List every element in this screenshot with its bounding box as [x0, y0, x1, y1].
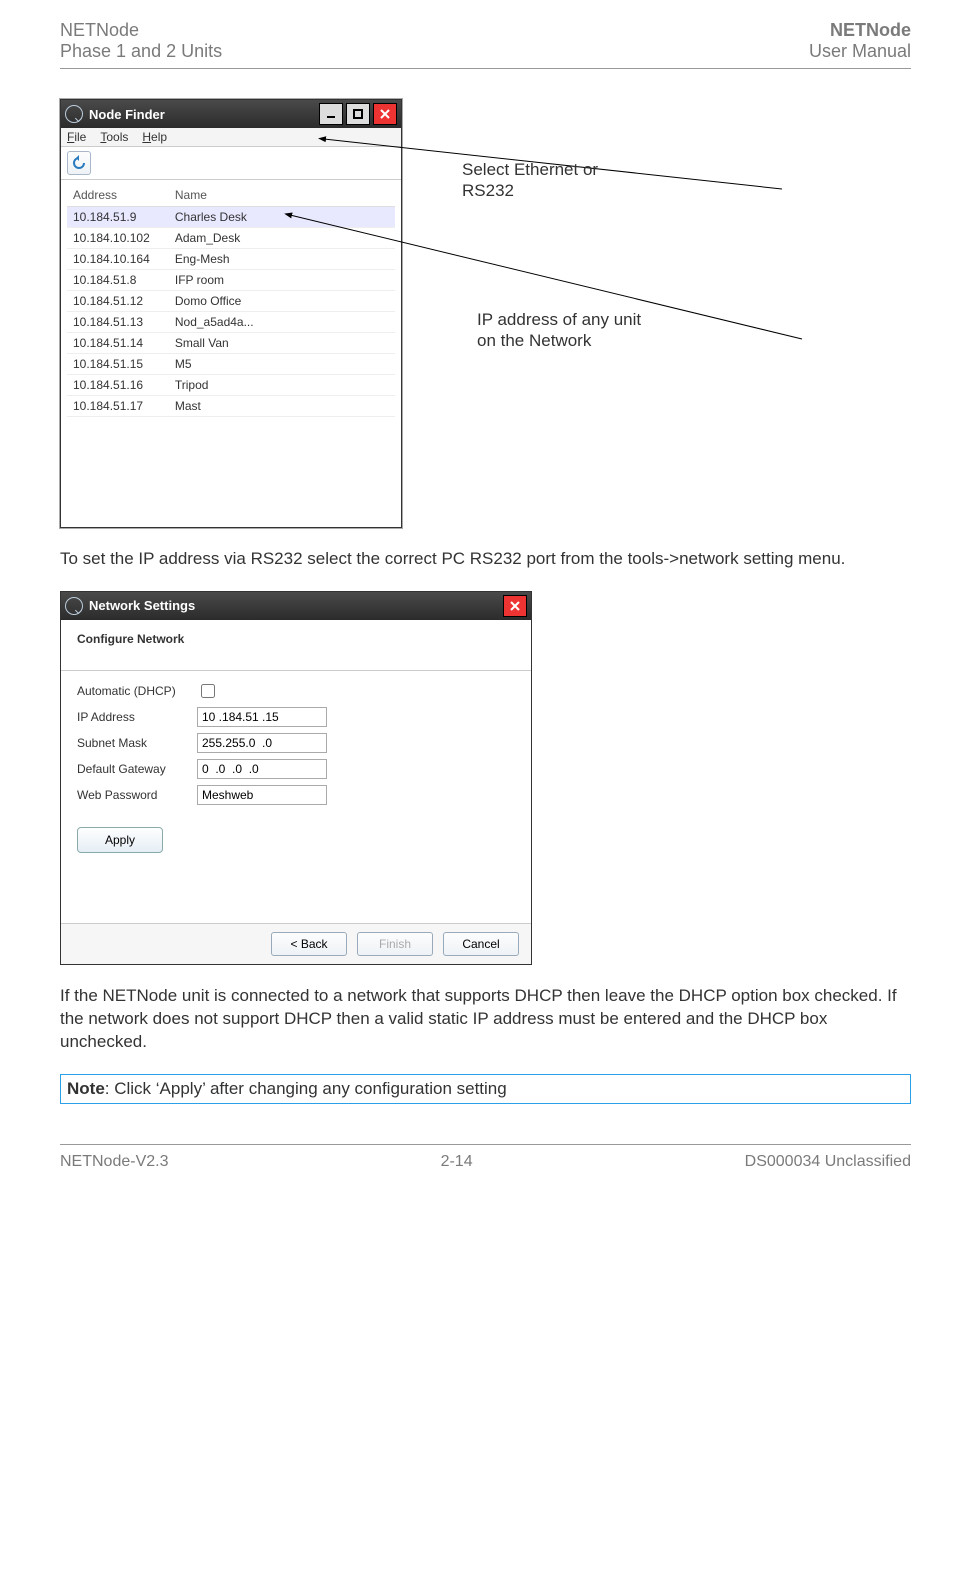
table-row[interactable]: 10.184.51.9Charles Desk [67, 207, 395, 228]
label-gateway: Default Gateway [77, 762, 189, 776]
node-finder-window: Node Finder File Tools Help [60, 99, 402, 528]
page-footer: NETNode-V2.3 2-14 DS000034 Unclassified [60, 1144, 911, 1171]
toolbar [61, 147, 401, 180]
cell-name: Tripod [169, 375, 273, 396]
table-row[interactable]: 10.184.51.13Nod_a5ad4a... [67, 312, 395, 333]
menu-help[interactable]: Help [142, 130, 167, 144]
table-row[interactable]: 10.184.51.17Mast [67, 396, 395, 417]
note-text: : Click ‘Apply’ after changing any confi… [105, 1079, 507, 1098]
menu-file[interactable]: File [67, 130, 86, 144]
ns-close-button[interactable] [503, 595, 527, 617]
cell-address: 10.184.51.16 [67, 375, 169, 396]
cell-name: Domo Office [169, 291, 273, 312]
cell-name: Small Van [169, 333, 273, 354]
gateway-input[interactable] [197, 759, 327, 779]
cell-address: 10.184.51.8 [67, 270, 169, 291]
annotation-2: IP address of any unit on the Network [477, 309, 647, 352]
col-address[interactable]: Address [67, 184, 169, 207]
cell-name: Charles Desk [169, 207, 273, 228]
cell-name: IFP room [169, 270, 273, 291]
finish-button[interactable]: Finish [357, 932, 433, 956]
cell-name: Nod_a5ad4a... [169, 312, 273, 333]
cell-address: 10.184.10.164 [67, 249, 169, 270]
header-left-1: NETNode [60, 20, 222, 41]
cell-address: 10.184.51.12 [67, 291, 169, 312]
table-row[interactable]: 10.184.51.16Tripod [67, 375, 395, 396]
cell-name: M5 [169, 354, 273, 375]
footer-center: 2-14 [441, 1153, 473, 1171]
col-name[interactable]: Name [169, 184, 273, 207]
table-row[interactable]: 10.184.51.15M5 [67, 354, 395, 375]
cell-address: 10.184.51.9 [67, 207, 169, 228]
window-title: Node Finder [89, 107, 319, 122]
node-table: Address Name 10.184.51.9Charles Desk10.1… [67, 184, 395, 417]
ns-title: Network Settings [89, 598, 503, 613]
dhcp-checkbox[interactable] [201, 684, 215, 698]
page-header: NETNode Phase 1 and 2 Units NETNode User… [60, 20, 911, 69]
annotations: Select Ethernet or RS232 IP address of a… [402, 99, 822, 399]
table-row[interactable]: 10.184.51.8IFP room [67, 270, 395, 291]
titlebar[interactable]: Node Finder [61, 100, 401, 128]
label-password: Web Password [77, 788, 189, 802]
cell-name: Eng-Mesh [169, 249, 273, 270]
cell-address: 10.184.51.13 [67, 312, 169, 333]
header-right-1: NETNode [809, 20, 911, 41]
search-icon [65, 597, 83, 615]
ns-heading: Configure Network [77, 632, 515, 646]
header-right-2: User Manual [809, 41, 911, 62]
note-bold: Note [67, 1079, 105, 1098]
note-box: Note: Click ‘Apply’ after changing any c… [60, 1074, 911, 1104]
menu-tools[interactable]: Tools [100, 130, 128, 144]
cancel-button[interactable]: Cancel [443, 932, 519, 956]
label-mask: Subnet Mask [77, 736, 189, 750]
label-ip: IP Address [77, 710, 189, 724]
search-icon [65, 105, 83, 123]
cell-address: 10.184.51.15 [67, 354, 169, 375]
cell-address: 10.184.51.17 [67, 396, 169, 417]
footer-left: NETNode-V2.3 [60, 1153, 169, 1171]
table-row[interactable]: 10.184.51.14Small Van [67, 333, 395, 354]
cell-name: Adam_Desk [169, 228, 273, 249]
refresh-button[interactable] [67, 151, 91, 175]
network-settings-window: Network Settings Configure Network Autom… [60, 591, 532, 965]
header-left-2: Phase 1 and 2 Units [60, 41, 222, 62]
table-row[interactable]: 10.184.51.12Domo Office [67, 291, 395, 312]
ip-input[interactable] [197, 707, 327, 727]
footer-right: DS000034 Unclassified [745, 1153, 911, 1171]
maximize-button[interactable] [346, 103, 370, 125]
annotation-1: Select Ethernet or RS232 [462, 159, 602, 202]
back-button[interactable]: < Back [271, 932, 347, 956]
table-row[interactable]: 10.184.10.164Eng-Mesh [67, 249, 395, 270]
table-row[interactable]: 10.184.10.102Adam_Desk [67, 228, 395, 249]
minimize-button[interactable] [319, 103, 343, 125]
label-dhcp: Automatic (DHCP) [77, 684, 189, 698]
ns-titlebar[interactable]: Network Settings [61, 592, 531, 620]
cell-address: 10.184.10.102 [67, 228, 169, 249]
menubar: File Tools Help [61, 128, 401, 147]
paragraph-2: If the NETNode unit is connected to a ne… [60, 985, 911, 1054]
cell-name: Mast [169, 396, 273, 417]
mask-input[interactable] [197, 733, 327, 753]
apply-button[interactable]: Apply [77, 827, 163, 853]
paragraph-1: To set the IP address via RS232 select t… [60, 548, 911, 571]
cell-address: 10.184.51.14 [67, 333, 169, 354]
password-input[interactable] [197, 785, 327, 805]
close-button[interactable] [373, 103, 397, 125]
